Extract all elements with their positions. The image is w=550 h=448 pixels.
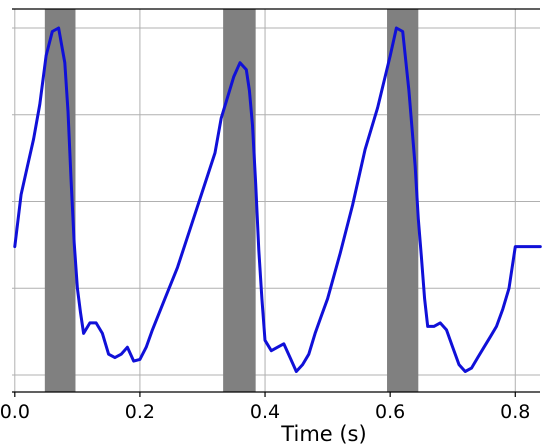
shaded-interval	[44, 9, 76, 392]
x-tick-label: 0.4	[250, 401, 280, 423]
x-tick-label: 0.2	[125, 401, 155, 423]
series-line	[13, 26, 542, 373]
grid	[12, 9, 540, 392]
shaded-interval	[387, 9, 419, 392]
x-tick-label: 0.0	[0, 401, 30, 423]
x-axis-label: Time (s)	[280, 422, 366, 446]
x-tick-label: 0.8	[500, 401, 530, 423]
series-layer	[13, 26, 542, 373]
shaded-intervals	[44, 9, 419, 392]
plot-frame	[12, 8, 540, 393]
x-tick-label: 0.6	[375, 401, 405, 423]
shaded-interval	[223, 9, 256, 392]
x-axis-ticks: 0.0 0.2 0.4 0.6 0.8	[0, 392, 530, 423]
